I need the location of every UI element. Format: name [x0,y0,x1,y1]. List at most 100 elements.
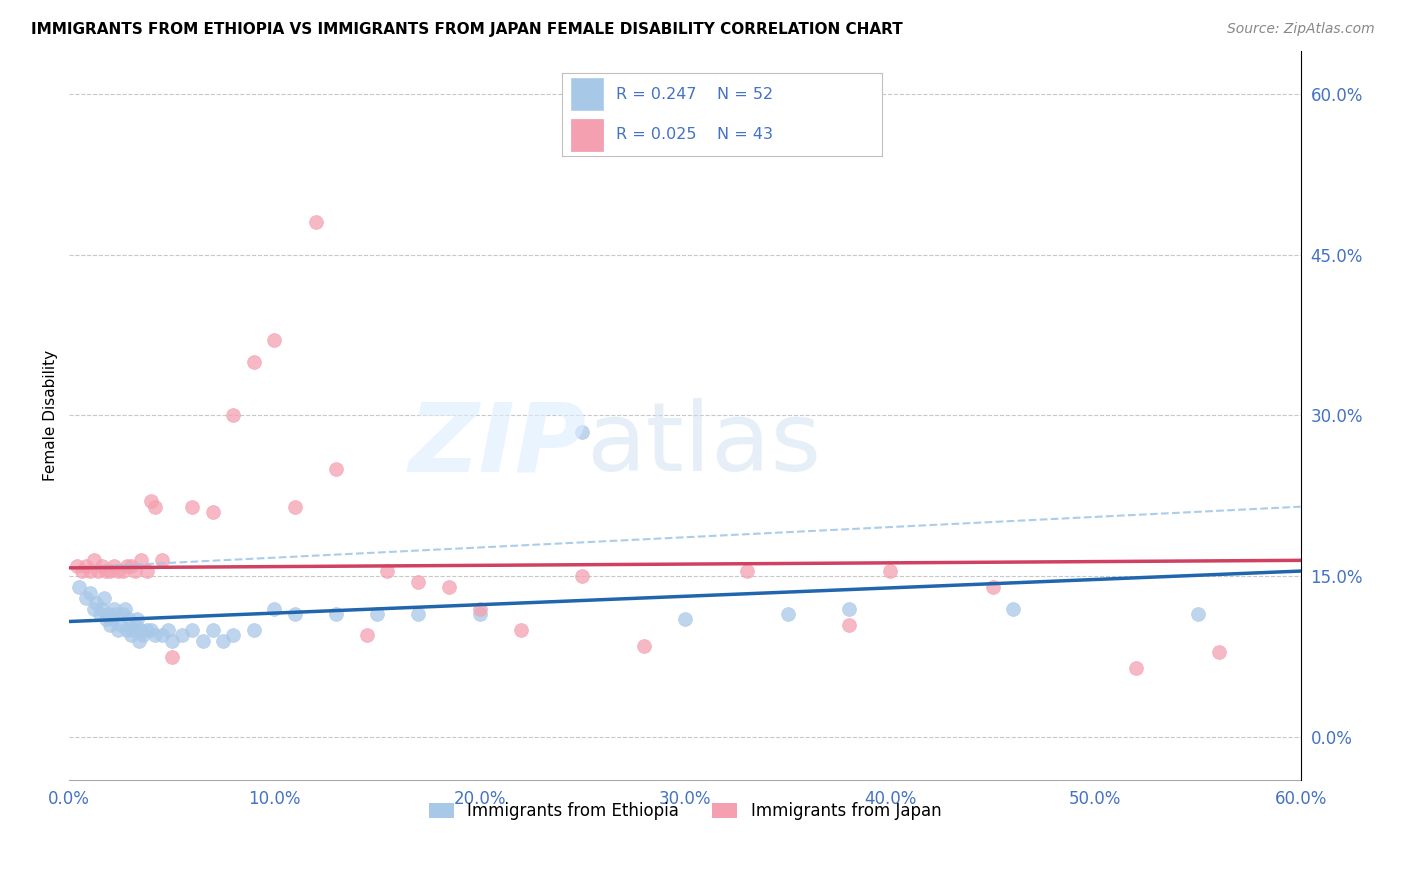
Point [103,601,125,615]
Text: atlas: atlas [586,398,821,491]
Point [468,607,491,621]
Point [735,564,758,578]
Point [1125,660,1147,674]
Point [201,505,224,519]
Point [212,633,235,648]
Point [75,558,97,573]
Point [406,607,429,621]
Point [150,553,173,567]
Point [325,462,347,476]
Point [83,601,105,615]
Point [101,612,124,626]
Point [124,564,146,578]
Point [87,564,110,578]
Point [125,612,148,626]
Point [160,633,183,648]
Point [633,639,655,653]
Point [263,334,285,348]
Point [136,623,159,637]
Point [111,564,134,578]
Point [98,564,121,578]
Point [79,585,101,599]
Point [981,580,1004,594]
Point [181,500,204,514]
Point [673,612,696,626]
Point [243,355,266,369]
Point [406,574,429,589]
Point [136,564,159,578]
Point [325,607,347,621]
Point [84,596,107,610]
Point [111,607,134,621]
Point [150,628,173,642]
Point [124,617,146,632]
Point [128,633,150,648]
Point [1002,601,1025,615]
Point [437,580,460,594]
Point [97,607,120,621]
Point [89,607,111,621]
Point [222,409,245,423]
Point [91,558,114,573]
Point [96,564,118,578]
Point [79,564,101,578]
Point [356,628,378,642]
Point [118,612,141,626]
Point [114,601,136,615]
Point [110,617,132,632]
Point [838,617,860,632]
Point [838,601,860,615]
Point [160,649,183,664]
Point [96,612,118,626]
Point [69,580,91,594]
Point [141,494,163,508]
Point [105,607,128,621]
Point [93,591,115,605]
Point [509,623,531,637]
Text: ZIP: ZIP [409,398,586,491]
Point [132,628,155,642]
Point [181,623,204,637]
Point [191,633,214,648]
Point [107,623,129,637]
Point [129,553,152,567]
Point [366,607,388,621]
Point [120,628,142,642]
Point [571,569,593,583]
Point [115,623,138,637]
Point [1187,607,1209,621]
Point [201,623,224,637]
Point [375,564,398,578]
Point [243,623,266,637]
Point [75,591,97,605]
Point [222,628,245,642]
Point [284,500,307,514]
Point [145,628,167,642]
Point [115,558,138,573]
Point [120,558,142,573]
Point [284,607,307,621]
Point [141,623,163,637]
Point [172,628,194,642]
Point [468,601,491,615]
Point [1208,644,1230,658]
Point [156,623,179,637]
Point [571,425,593,439]
Point [107,564,129,578]
Y-axis label: Female Disability: Female Disability [44,350,58,481]
Point [129,623,152,637]
Text: IMMIGRANTS FROM ETHIOPIA VS IMMIGRANTS FROM JAPAN FEMALE DISABILITY CORRELATION : IMMIGRANTS FROM ETHIOPIA VS IMMIGRANTS F… [31,22,903,37]
Point [91,601,114,615]
Point [879,564,901,578]
Point [145,500,167,514]
Point [776,607,799,621]
Text: Source: ZipAtlas.com: Source: ZipAtlas.com [1227,22,1375,37]
Point [70,564,93,578]
Point [66,558,89,573]
Point [83,553,105,567]
Point [304,215,326,229]
Legend: Immigrants from Ethiopia, Immigrants from Japan: Immigrants from Ethiopia, Immigrants fro… [422,796,948,827]
Point [98,617,121,632]
Point [103,558,125,573]
Point [263,601,285,615]
